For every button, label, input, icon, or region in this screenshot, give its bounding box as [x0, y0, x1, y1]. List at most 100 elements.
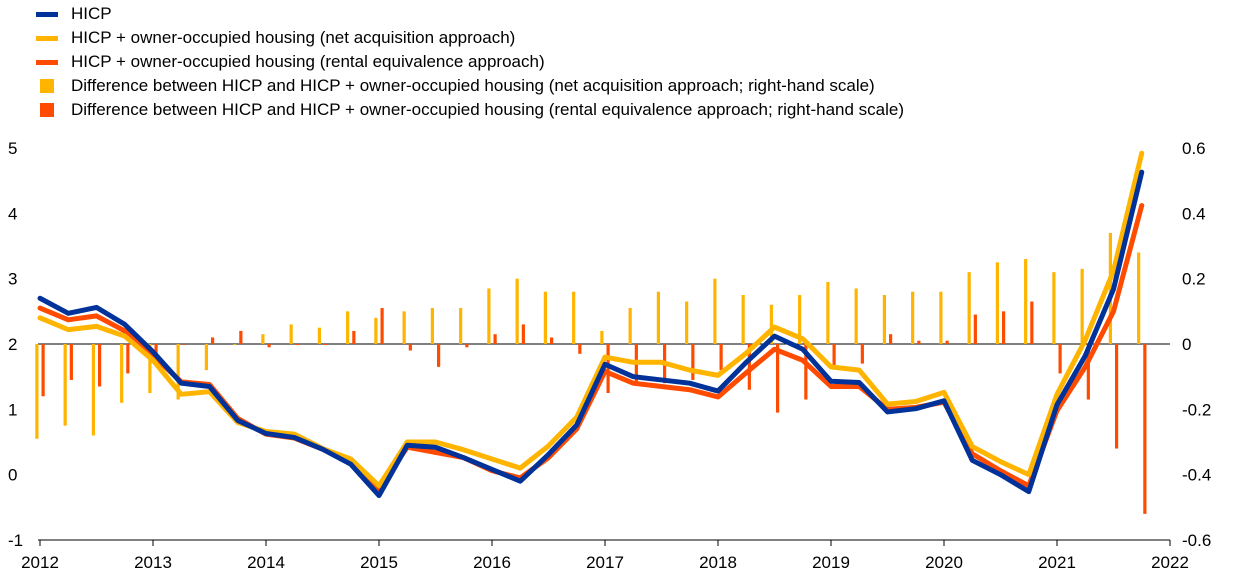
- right-tick-label: -0.2: [1182, 400, 1211, 419]
- legend-label: Difference between HICP and HICP + owner…: [71, 76, 875, 95]
- bar-rental-equivalence: [889, 334, 893, 344]
- right-tick-label: 0.6: [1182, 139, 1206, 158]
- bar-net-acquisition: [656, 291, 660, 344]
- bar-rental-equivalence: [41, 344, 45, 397]
- bar-net-acquisition: [798, 295, 802, 344]
- bar-net-acquisition: [204, 344, 208, 371]
- bar-rental-equivalence: [804, 344, 808, 400]
- legend-line-swatch: [36, 35, 58, 41]
- bar-net-acquisition: [1024, 259, 1028, 344]
- bar-rental-equivalence: [1058, 344, 1062, 374]
- legend-item: HICP + owner-occupied housing (net acqui…: [36, 26, 904, 50]
- right-tick-label: 0.2: [1182, 270, 1206, 289]
- bar-net-acquisition: [63, 344, 67, 426]
- left-tick-label: 4: [8, 204, 17, 223]
- bar-rental-equivalence: [98, 344, 102, 387]
- legend-label: HICP + owner-occupied housing (net acqui…: [71, 28, 516, 47]
- bar-rental-equivalence: [126, 344, 130, 374]
- bar-rental-equivalence: [606, 344, 610, 393]
- chart-legend: HICP HICP + owner-occupied housing (net a…: [36, 2, 904, 122]
- bar-rental-equivalence: [493, 334, 497, 344]
- x-tick-label: 2020: [925, 553, 963, 572]
- bar-rental-equivalence: [352, 330, 356, 344]
- bar-net-acquisition: [1137, 252, 1141, 344]
- bar-net-acquisition: [741, 295, 745, 344]
- bar-net-acquisition: [176, 344, 180, 400]
- bar-net-acquisition: [543, 291, 547, 344]
- bar-rental-equivalence: [578, 344, 582, 354]
- x-tick-label: 2013: [134, 553, 172, 572]
- bar-net-acquisition: [713, 278, 717, 344]
- x-tick-label: 2018: [699, 553, 737, 572]
- bar-net-acquisition: [289, 324, 293, 344]
- x-tick-label: 2017: [586, 553, 624, 572]
- bar-rental-equivalence: [973, 314, 977, 344]
- bar-net-acquisition: [148, 344, 152, 393]
- legend-label: Difference between HICP and HICP + owner…: [71, 100, 905, 119]
- bar-rental-equivalence: [324, 344, 328, 345]
- bar-rental-equivalence: [239, 330, 243, 344]
- bar-net-acquisition: [402, 311, 406, 344]
- bar-net-acquisition: [459, 308, 463, 344]
- x-tick-label: 2019: [812, 553, 850, 572]
- bar-net-acquisition: [967, 272, 971, 344]
- legend-label: HICP + owner-occupied housing (rental eq…: [71, 52, 545, 71]
- legend-item: HICP + owner-occupied housing (rental eq…: [36, 50, 904, 74]
- bar-net-acquisition: [911, 291, 915, 344]
- bar-net-acquisition: [91, 344, 95, 436]
- x-tick-label: 2016: [473, 553, 511, 572]
- legend-item: Difference between HICP and HICP + owner…: [36, 74, 904, 98]
- legend-label: HICP: [71, 4, 112, 23]
- legend-box-swatch: [40, 103, 54, 117]
- legend-line-swatch: [36, 11, 58, 17]
- x-tick-label: 2012: [21, 553, 59, 572]
- bar-rental-equivalence: [860, 344, 864, 364]
- bar-rental-equivalence: [776, 344, 780, 413]
- bar-net-acquisition: [769, 304, 773, 344]
- bar-rental-equivalence: [832, 344, 836, 367]
- bar-rental-equivalence: [408, 344, 412, 351]
- bar-net-acquisition: [515, 278, 519, 344]
- left-tick-label: 2: [8, 335, 17, 354]
- bar-net-acquisition: [939, 291, 943, 344]
- legend-line-swatch: [36, 59, 58, 65]
- legend-item: Difference between HICP and HICP + owner…: [36, 98, 904, 122]
- x-tick-label: 2014: [247, 553, 285, 572]
- bar-rental-equivalence: [521, 324, 525, 344]
- right-tick-label: 0.4: [1182, 204, 1206, 223]
- bar-rental-equivalence: [550, 337, 554, 344]
- bar-net-acquisition: [120, 344, 124, 403]
- bar-rental-equivalence: [69, 344, 73, 380]
- bar-net-acquisition: [995, 262, 999, 344]
- bar-rental-equivalence: [295, 344, 299, 345]
- legend-box-swatch: [40, 79, 54, 93]
- left-tick-label: 3: [8, 270, 17, 289]
- x-tick-label: 2015: [360, 553, 398, 572]
- bar-net-acquisition: [600, 330, 604, 344]
- bar-net-acquisition: [1108, 232, 1112, 344]
- series-line-hicp: [37, 169, 1145, 499]
- left-tick-label: 1: [8, 400, 17, 419]
- left-tick-label: 5: [8, 139, 17, 158]
- bar-rental-equivalence: [211, 337, 215, 344]
- bar-rental-equivalence: [1030, 301, 1034, 344]
- left-tick-label: -1: [8, 531, 23, 550]
- bar-rental-equivalence: [380, 308, 384, 344]
- bar-rental-equivalence: [465, 344, 469, 348]
- right-tick-label: -0.6: [1182, 531, 1211, 550]
- bar-rental-equivalence: [945, 340, 949, 344]
- bar-rental-equivalence: [182, 344, 186, 345]
- x-tick-label: 2022: [1151, 553, 1189, 572]
- bar-rental-equivalence: [437, 344, 441, 367]
- bar-rental-equivalence: [267, 344, 271, 348]
- bar-net-acquisition: [685, 301, 689, 344]
- legend-item: HICP: [36, 2, 904, 26]
- bar-rental-equivalence: [917, 340, 921, 344]
- bar-rental-equivalence: [1115, 344, 1119, 449]
- bar-net-acquisition: [854, 288, 858, 344]
- x-tick-label: 2021: [1038, 553, 1076, 572]
- bar-rental-equivalence: [154, 344, 158, 358]
- bar-rental-equivalence: [691, 344, 695, 380]
- bar-net-acquisition: [628, 308, 632, 344]
